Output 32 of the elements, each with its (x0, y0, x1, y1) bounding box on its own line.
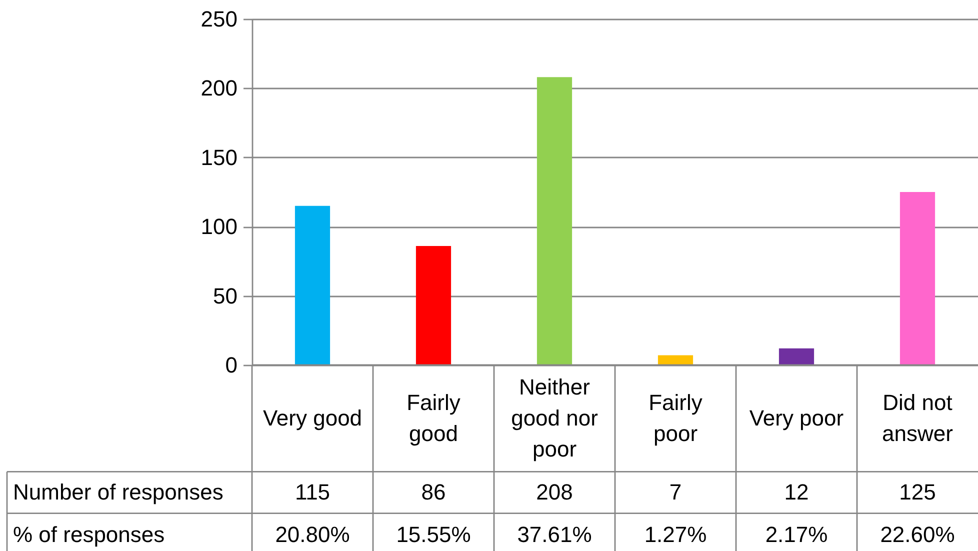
y-tick-label: 200 (200, 76, 238, 101)
text: 20.80% (275, 522, 350, 548)
bar (416, 246, 452, 365)
y-tick-label: 250 (200, 6, 238, 32)
y-tick-label: 100 (200, 214, 238, 240)
bar (900, 192, 936, 365)
x-tick-label: Very good (262, 405, 362, 430)
y-tick-label: 0 (225, 352, 238, 378)
text: 22.60% (880, 522, 955, 548)
data-label: 86 (421, 480, 446, 504)
data-label: 115 (294, 480, 330, 504)
data-label: 7 (669, 480, 682, 504)
bar (536, 77, 572, 365)
text: % of responses (13, 522, 165, 548)
text: 37.61% (517, 522, 592, 548)
bar (294, 206, 330, 365)
text: 1.27% (644, 522, 707, 548)
y-tick-label: 150 (200, 144, 238, 170)
text: 15.55% (396, 522, 471, 548)
x-tick-label: Very poor (749, 405, 844, 430)
x-tick-label: Did not answer (882, 390, 953, 446)
x-tick-label: Fairly poor (648, 390, 702, 446)
data-label: 125 (899, 480, 936, 504)
x-tick-label: Neither good nor poor (511, 374, 598, 462)
data-label: 208 (536, 480, 573, 504)
bar (778, 348, 814, 365)
text: 2.17% (765, 522, 828, 548)
data-label: 12 (784, 480, 809, 504)
y-tick-label: 50 (213, 283, 238, 308)
text: Number of responses (13, 480, 224, 504)
x-tick-label: Fairly good (406, 390, 460, 446)
bar (658, 355, 694, 365)
